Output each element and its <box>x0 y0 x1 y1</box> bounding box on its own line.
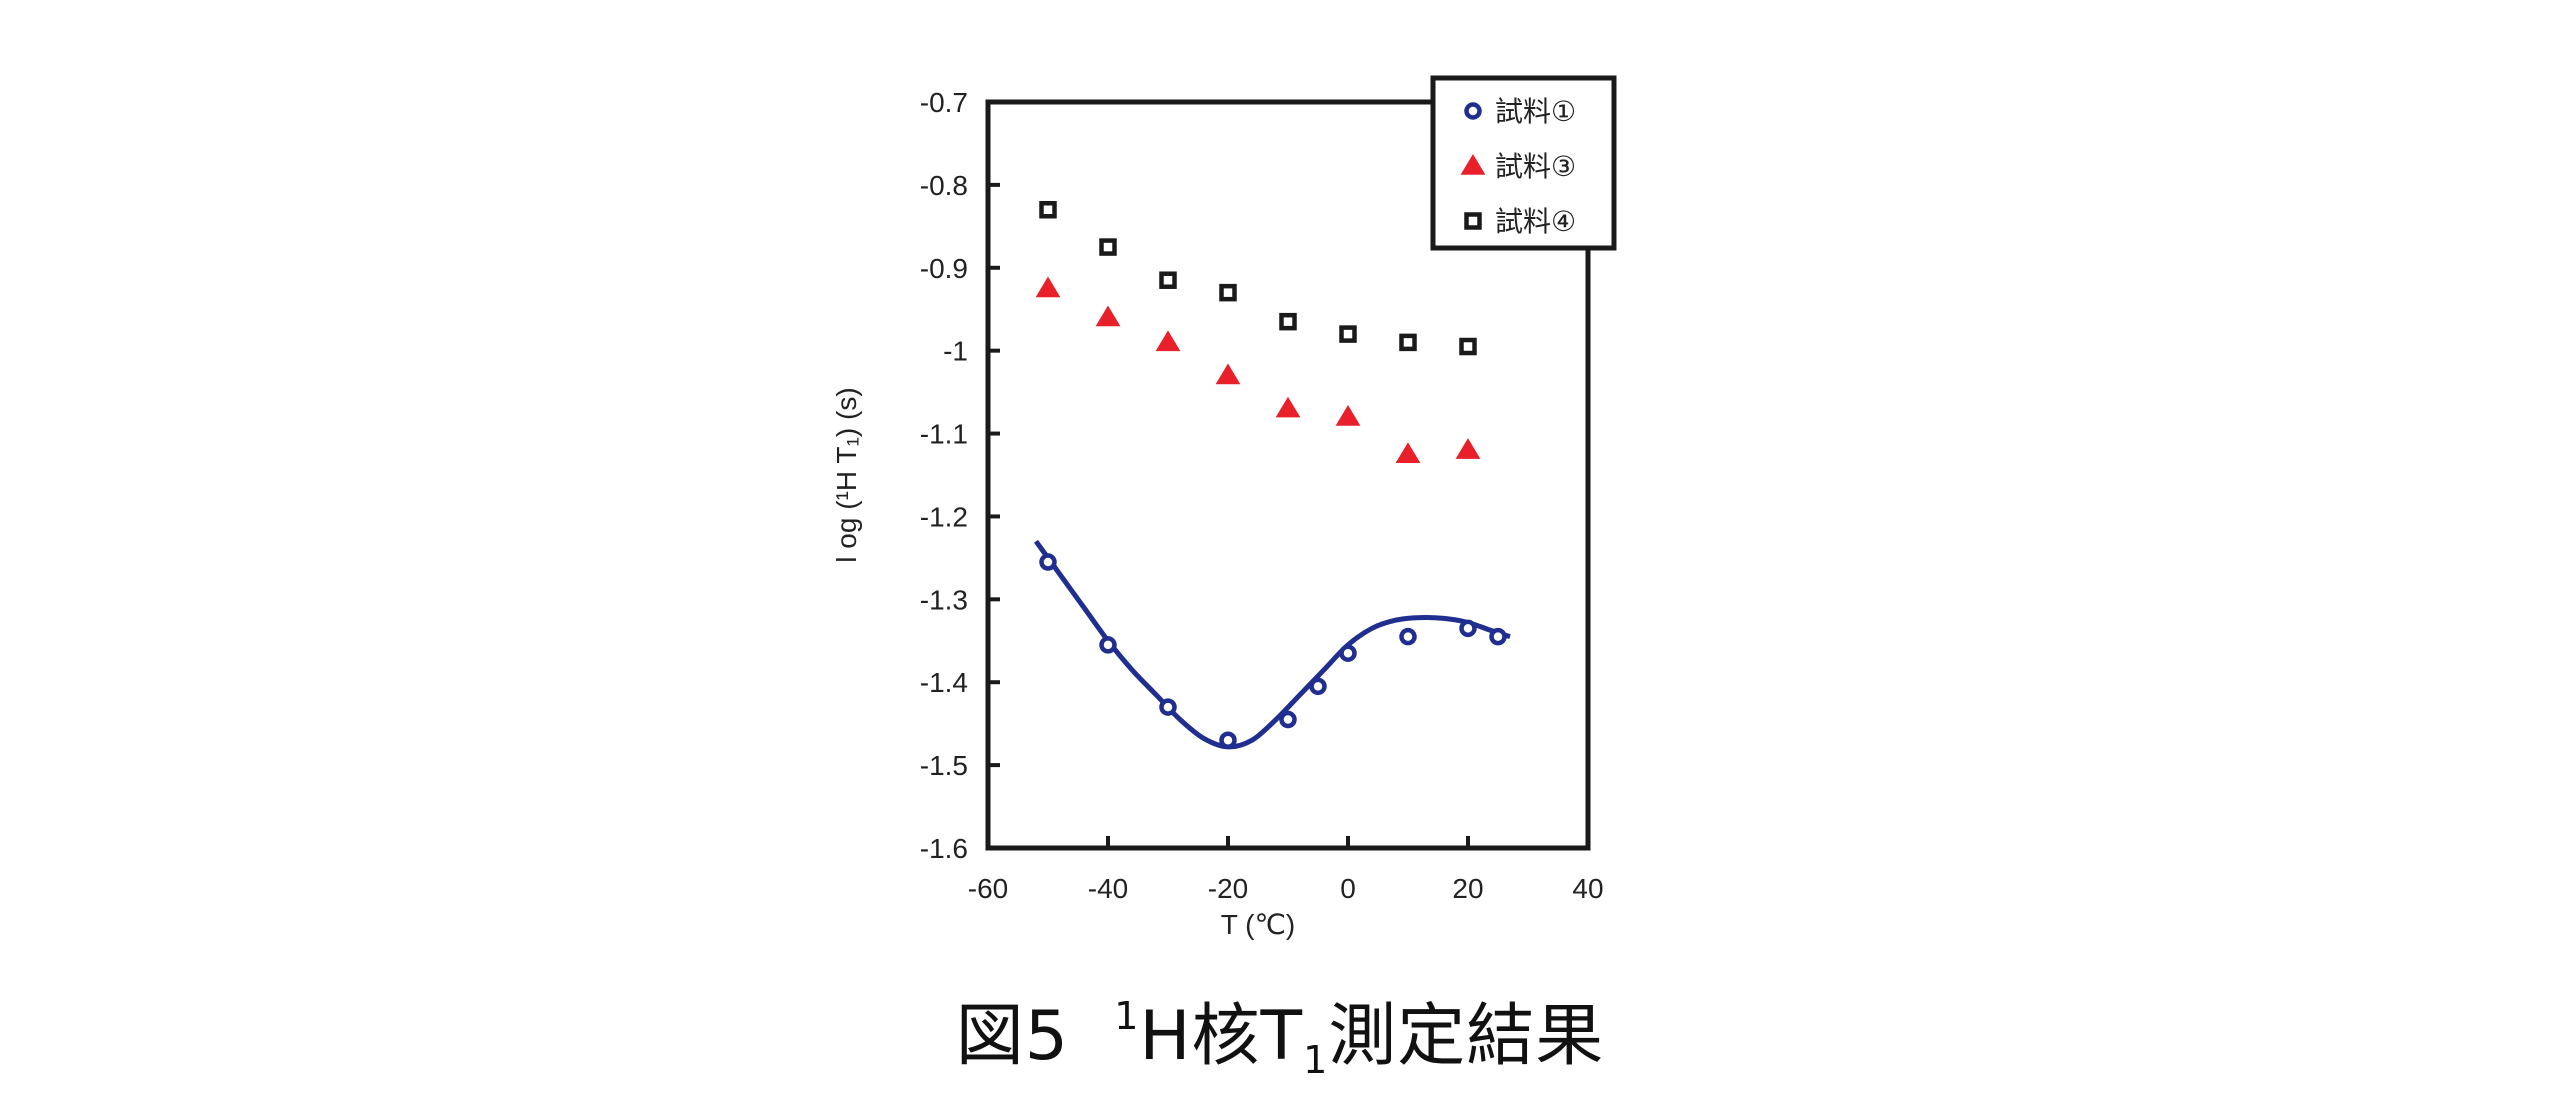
data-markers <box>1035 201 1507 749</box>
y-axis-ticks: -0.7 -0.8 -0.9 -1 -1.1 -1.2 -1.3 -1.4 -1.5 -1.6 <box>920 87 1000 864</box>
y-tick-label: -1.4 <box>920 667 968 698</box>
series-3-point <box>1459 337 1477 356</box>
series-1-point <box>1279 710 1297 729</box>
y-tick-label: -1.5 <box>920 750 968 781</box>
x-tick-label: 20 <box>1452 873 1483 904</box>
series-2-point <box>1455 438 1481 459</box>
x-axis-label: T (℃) <box>1221 909 1295 940</box>
series-1-point <box>1399 627 1417 646</box>
series-1-point <box>1309 677 1327 696</box>
series-1-point <box>1339 644 1357 662</box>
series-3-point <box>1399 333 1417 352</box>
caption-suffix: 測定結果 <box>1328 997 1605 1076</box>
series-2-point <box>1095 305 1121 327</box>
caption-middle: H核T <box>1139 997 1304 1076</box>
series-1-point <box>1219 731 1237 749</box>
x-tick-label: 0 <box>1340 873 1356 904</box>
series-2-point <box>1395 442 1421 463</box>
y-tick-label: -1 <box>943 336 968 367</box>
y-tick-label: -0.8 <box>920 170 968 201</box>
series-1-point <box>1489 627 1507 646</box>
x-tick-label: -60 <box>968 873 1008 904</box>
x-axis-ticks: -60 -40 -20 0 20 40 <box>968 836 1604 904</box>
y-tick-label: -0.7 <box>920 87 968 118</box>
y-tick-label: -1.3 <box>920 584 968 615</box>
x-tick-label: -40 <box>1088 873 1128 904</box>
legend-label-2: 試料③ <box>1495 150 1576 183</box>
figure-caption: 図5 1H核T1測定結果 <box>0 980 2560 1082</box>
series-1-point <box>1099 636 1117 654</box>
series-3-point <box>1159 271 1177 289</box>
series-1-point <box>1159 698 1177 716</box>
y-tick-label: -1.6 <box>920 833 968 864</box>
series-3-point <box>1099 238 1117 256</box>
caption-prefix: 図5 <box>955 997 1069 1076</box>
caption-subscript: 1 <box>1303 1038 1329 1082</box>
y-tick-label: -1.1 <box>920 419 968 450</box>
series-3-point <box>1219 283 1237 302</box>
series-2-point <box>1335 405 1361 426</box>
legend: 試料① 試料③ 試料④ <box>1430 75 1617 251</box>
x-tick-label: 40 <box>1572 873 1603 904</box>
series-2-point <box>1155 330 1181 352</box>
series-3-point <box>1279 312 1297 331</box>
y-tick-label: -1.2 <box>920 501 968 532</box>
legend-label-3: 試料④ <box>1495 205 1576 238</box>
legend-label-1: 試料① <box>1495 95 1576 128</box>
series-2-point <box>1215 363 1241 385</box>
legend-marker-1 <box>1464 102 1482 120</box>
series-2-point <box>1035 276 1061 298</box>
legend-box <box>1430 75 1617 251</box>
x-tick-label: -20 <box>1208 873 1248 904</box>
series-2-point <box>1275 396 1301 418</box>
legend-marker-3 <box>1464 212 1482 230</box>
series-1-point <box>1039 553 1057 571</box>
y-tick-label: -0.9 <box>920 253 968 284</box>
plot-frame <box>985 99 1591 851</box>
series-3-point <box>1039 201 1057 219</box>
y-axis-label: l og (¹H T₁) (s) <box>831 387 862 562</box>
legend-marker-2 <box>1460 154 1486 175</box>
caption-superscript: 1 <box>1114 994 1140 1038</box>
series-1-point <box>1459 619 1477 638</box>
series-3-point <box>1339 325 1357 343</box>
